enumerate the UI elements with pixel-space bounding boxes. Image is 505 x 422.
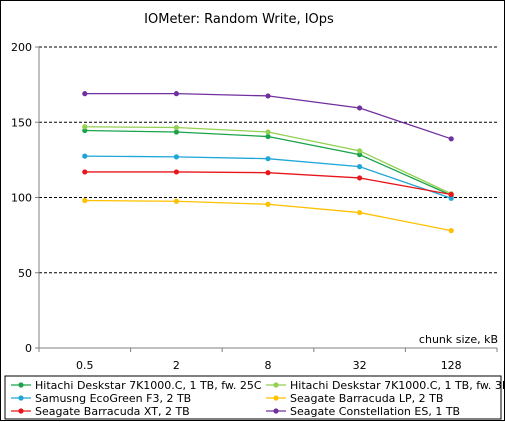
legend-marker [273,382,279,388]
x-tick-label: 32 [353,359,367,372]
legend-marker [18,408,24,414]
series-5 [82,169,454,198]
data-point [357,152,363,158]
legend-marker [18,382,24,388]
legend-marker [18,395,24,401]
data-point [448,228,454,234]
data-point [448,191,454,198]
legend-item: Seagate Barracuda XT, 2 TB [11,405,190,418]
legend-label: Seagate Barracuda XT, 2 TB [35,405,190,418]
y-tick-label: 50 [18,267,32,280]
data-point [265,133,271,140]
x-axis-label: chunk size, kB [419,333,498,346]
series-3 [82,153,454,201]
data-point [357,175,363,181]
data-point [82,153,88,159]
y-tick-label: 200 [11,41,32,54]
data-point [357,105,363,111]
x-tick-label: 2 [173,359,180,372]
data-point [82,197,88,204]
data-point [357,164,363,170]
series-6 [82,91,454,142]
data-point [82,91,88,97]
data-point [265,170,271,176]
data-point [82,124,88,130]
series-4 [82,197,454,234]
series-lines [82,91,454,234]
legend-item: Seagate Constellation ES, 1 TB [266,405,460,418]
series-line [84,129,452,196]
data-point [82,169,88,175]
legend-label: Hitachi Deskstar 7K1000.C, 1 TB, fw. 25C [35,379,262,392]
x-tick-label: 128 [441,359,462,372]
legend-item: Hitachi Deskstar 7K1000.C, 1 TB, fw. 3EA [266,379,505,392]
legend-item: Hitachi Deskstar 7K1000.C, 1 TB, fw. 25C [11,379,262,392]
legend-box [4,375,502,420]
data-point [265,156,271,162]
chart-title: IOMeter: Random Write, IOps [144,12,334,27]
grid [39,46,497,274]
x-tick-labels: 0.5 2 8 32 128 [76,359,462,372]
data-point [265,129,271,135]
axes [35,46,498,352]
legend: Hitachi Deskstar 7K1000.C, 1 TB, fw. 25C… [4,375,505,420]
legend-label: Hitachi Deskstar 7K1000.C, 1 TB, fw. 3EA [290,379,505,392]
y-tick-label: 150 [11,116,32,129]
data-point [357,148,363,154]
legend-label: Seagate Constellation ES, 1 TB [290,405,460,418]
legend-label: Seagate Barracuda LP, 2 TB [290,392,443,405]
series-1 [82,127,454,198]
data-point [448,136,454,142]
data-point [448,195,454,201]
legend-marker [273,408,279,414]
legend-label: Samusng EcoGreen F3, 2 TB [35,392,191,405]
y-tick-label: 0 [25,342,32,355]
data-point [173,124,179,131]
data-point [265,93,271,99]
x-tick-label: 0.5 [76,359,94,372]
legend-item: Samusng EcoGreen F3, 2 TB [11,392,191,405]
data-point [173,91,179,97]
data-point [357,209,363,216]
data-point [173,198,179,204]
data-point [82,127,88,134]
data-point [173,129,179,135]
y-tick-label: 100 [11,192,32,205]
data-point [265,201,271,207]
legend-marker [273,395,279,401]
x-tick-label: 8 [265,359,272,372]
series-line [84,155,452,199]
legend-item: Seagate Barracuda LP, 2 TB [266,392,443,405]
data-point [173,154,179,160]
series-line [84,171,452,196]
data-point [173,169,179,175]
y-tick-labels: 0 50 100 150 200 [11,41,32,355]
